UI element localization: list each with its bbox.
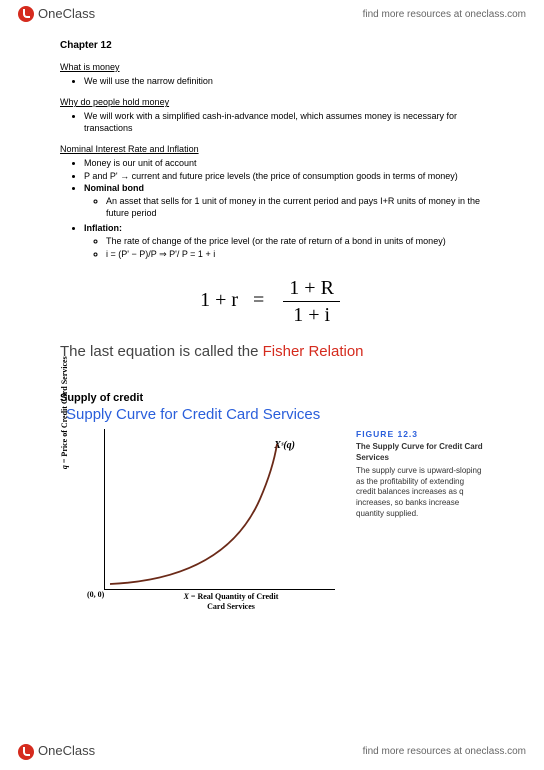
y-axis-label: q q = Price of Credit Card Services= Pri… <box>60 356 70 469</box>
curve-svg <box>105 429 335 589</box>
supply-subheading: Supply Curve for Credit Card Services <box>66 405 484 425</box>
eq-lhs: 1 + r <box>200 289 238 311</box>
inflation-label: Inflation: <box>84 223 122 233</box>
list-item: P and P' → current and future price leve… <box>84 171 484 183</box>
chart-container: q q = Price of Credit Card Services= Pri… <box>80 429 484 613</box>
section-what-is-money: What is money <box>60 62 484 74</box>
list-item: i = (P' − P)/P ⇒ P'/ P = 1 + i <box>106 249 484 261</box>
chapter-title: Chapter 12 <box>60 39 484 52</box>
supply-curve-path <box>110 444 277 584</box>
fisher-highlight: Fisher Relation <box>263 343 364 360</box>
brand-name: OneClass <box>38 6 95 23</box>
nominal-bond-label: Nominal bond <box>84 183 144 193</box>
list-item: Inflation: The rate of change of the pri… <box>84 223 484 260</box>
fisher-equation: 1 + r = 1 + R 1 + i <box>60 275 484 328</box>
eq-fraction: 1 + R 1 + i <box>283 275 340 328</box>
list-item: We will work with a simplified cash-in-a… <box>84 111 484 134</box>
brand-logo-footer: OneClass <box>18 743 95 760</box>
eq-equals: = <box>253 289 264 311</box>
x-axis-label: X = Real Quantity of CreditCard Services <box>116 592 346 613</box>
document-body: Chapter 12 What is money We will use the… <box>0 29 544 623</box>
eq-denominator: 1 + i <box>283 302 340 328</box>
figure-number: FIGURE 12.3 <box>356 429 484 440</box>
figure-body: The supply curve is upward-sloping as th… <box>356 466 484 520</box>
footer-tagline: find more resources at oneclass.com <box>363 745 526 758</box>
origin-label: (0, 0) <box>87 590 104 600</box>
figure-caption: FIGURE 12.3 The Supply Curve for Credit … <box>356 429 484 613</box>
list-item: The rate of change of the price level (o… <box>106 236 484 248</box>
list-item: Money is our unit of account <box>84 158 484 170</box>
logo-icon <box>18 744 34 760</box>
section-nominal-rate: Nominal Interest Rate and Inflation <box>60 144 484 156</box>
section-why-hold-money: Why do people hold money <box>60 97 484 109</box>
eq-numerator: 1 + R <box>283 275 340 302</box>
fisher-prefix: The last equation is called the <box>60 343 263 360</box>
brand-name-footer: OneClass <box>38 743 95 760</box>
logo-icon <box>18 6 34 22</box>
supply-heading: Supply of credit <box>60 391 484 405</box>
fisher-caption: The last equation is called the Fisher R… <box>60 342 484 362</box>
brand-logo: OneClass <box>18 6 95 23</box>
header-tagline: find more resources at oneclass.com <box>363 8 526 21</box>
supply-chart: q q = Price of Credit Card Services= Pri… <box>104 429 335 590</box>
list-item: Nominal bond An asset that sells for 1 u… <box>84 183 484 219</box>
list-item: We will use the narrow definition <box>84 76 484 88</box>
figure-title: The Supply Curve for Credit Card Service… <box>356 442 484 464</box>
list-item: An asset that sells for 1 unit of money … <box>106 196 484 219</box>
